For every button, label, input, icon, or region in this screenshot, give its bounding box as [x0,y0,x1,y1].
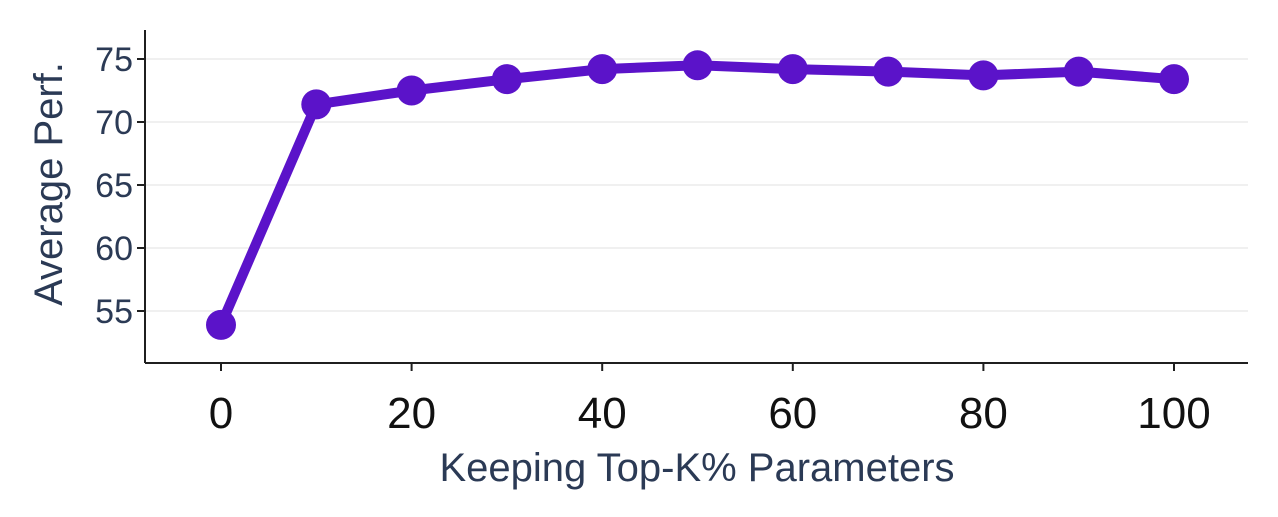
y-tick-label: 55 [95,293,133,331]
data-point [682,50,713,81]
x-tick-label: 40 [578,389,627,438]
data-point [206,309,236,340]
axes [144,30,1248,364]
series-line [216,60,1179,330]
x-ticks: 0 20 40 60 80 100 [209,363,1211,438]
x-tick-label: 20 [387,389,436,438]
y-tick-label: 75 [95,41,133,79]
data-point [1159,64,1189,95]
data-point [968,60,999,91]
x-tick-label: 60 [768,389,817,438]
data-point [873,56,904,87]
x-tick-label: 80 [959,389,1008,438]
data-point [396,75,427,106]
y-ticks: 55 60 65 70 75 [95,41,145,331]
data-point [777,54,808,85]
x-axis-title: Keeping Top-K% Parameters [439,446,954,490]
y-axis-title: Average Perf. [27,62,71,306]
y-tick-label: 65 [95,167,133,205]
y-tick-label: 70 [95,104,133,142]
y-tick-label: 60 [95,230,133,268]
data-series [206,50,1189,340]
data-point [1063,56,1094,87]
data-point [491,64,522,95]
data-point [587,54,618,85]
data-point [301,89,332,120]
x-tick-label: 100 [1137,389,1210,438]
x-tick-label: 0 [209,389,233,438]
